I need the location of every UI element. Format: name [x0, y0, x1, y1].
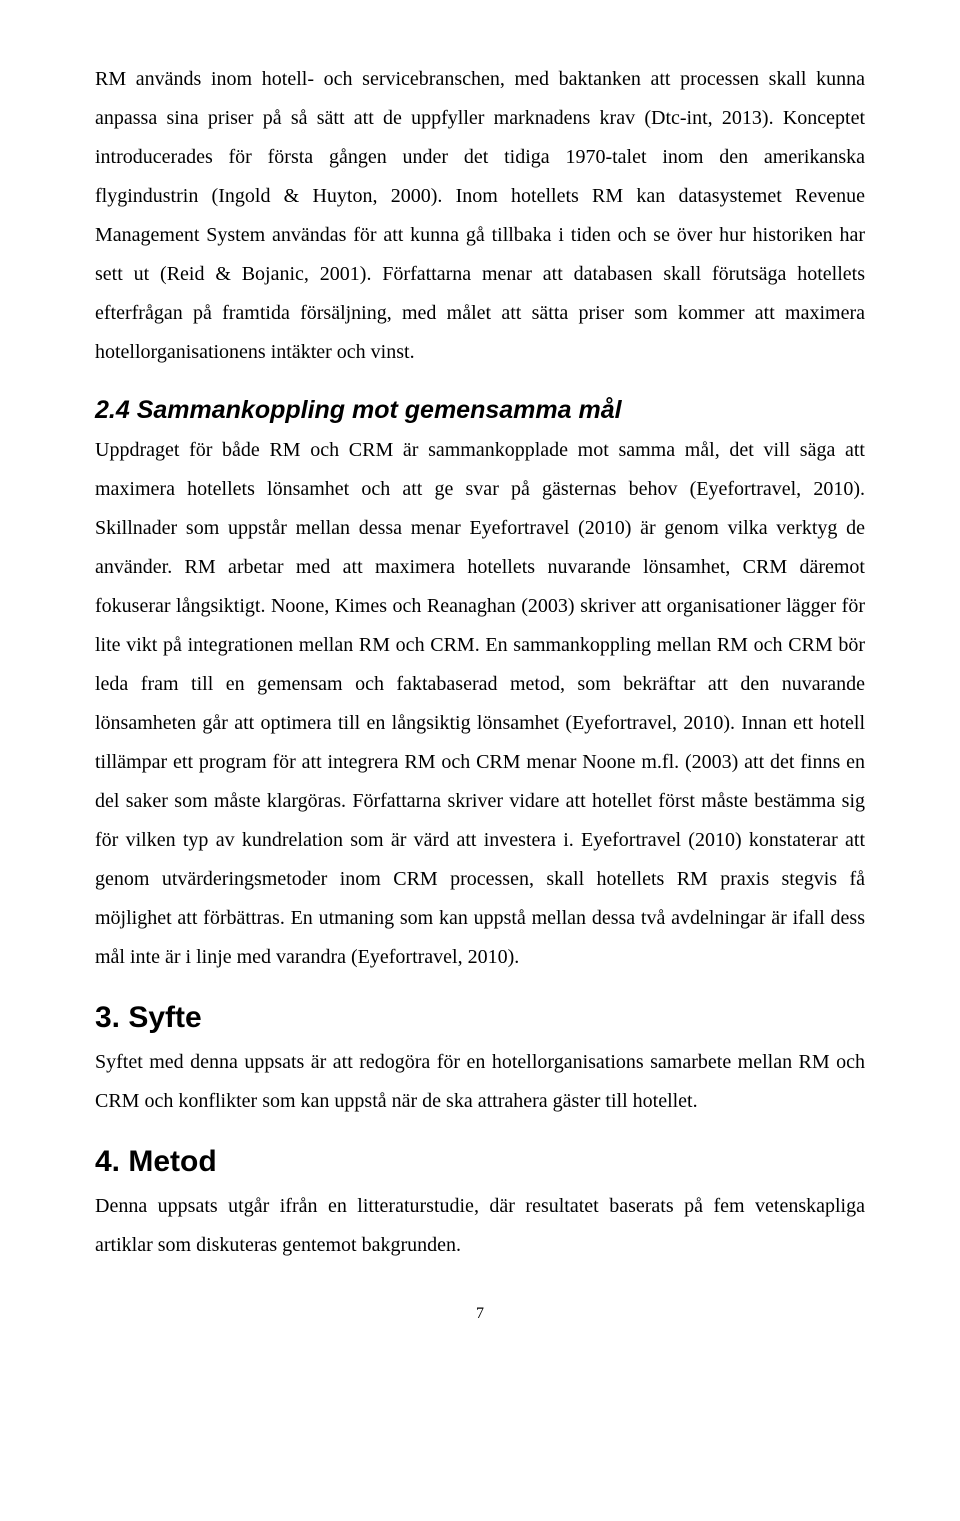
- document-page: RM används inom hotell- och servicebrans…: [0, 0, 960, 1363]
- paragraph-3: Syftet med denna uppsats är att redogöra…: [95, 1043, 865, 1121]
- heading-2-4: 2.4 Sammankoppling mot gemensamma mål: [95, 396, 865, 425]
- paragraph-4: Denna uppsats utgår ifrån en litteraturs…: [95, 1187, 865, 1265]
- paragraph-2: Uppdraget för både RM och CRM är sammank…: [95, 431, 865, 977]
- paragraph-1: RM används inom hotell- och servicebrans…: [95, 60, 865, 372]
- page-number: 7: [95, 1305, 865, 1323]
- heading-3: 3. Syfte: [95, 1001, 865, 1035]
- heading-4: 4. Metod: [95, 1145, 865, 1179]
